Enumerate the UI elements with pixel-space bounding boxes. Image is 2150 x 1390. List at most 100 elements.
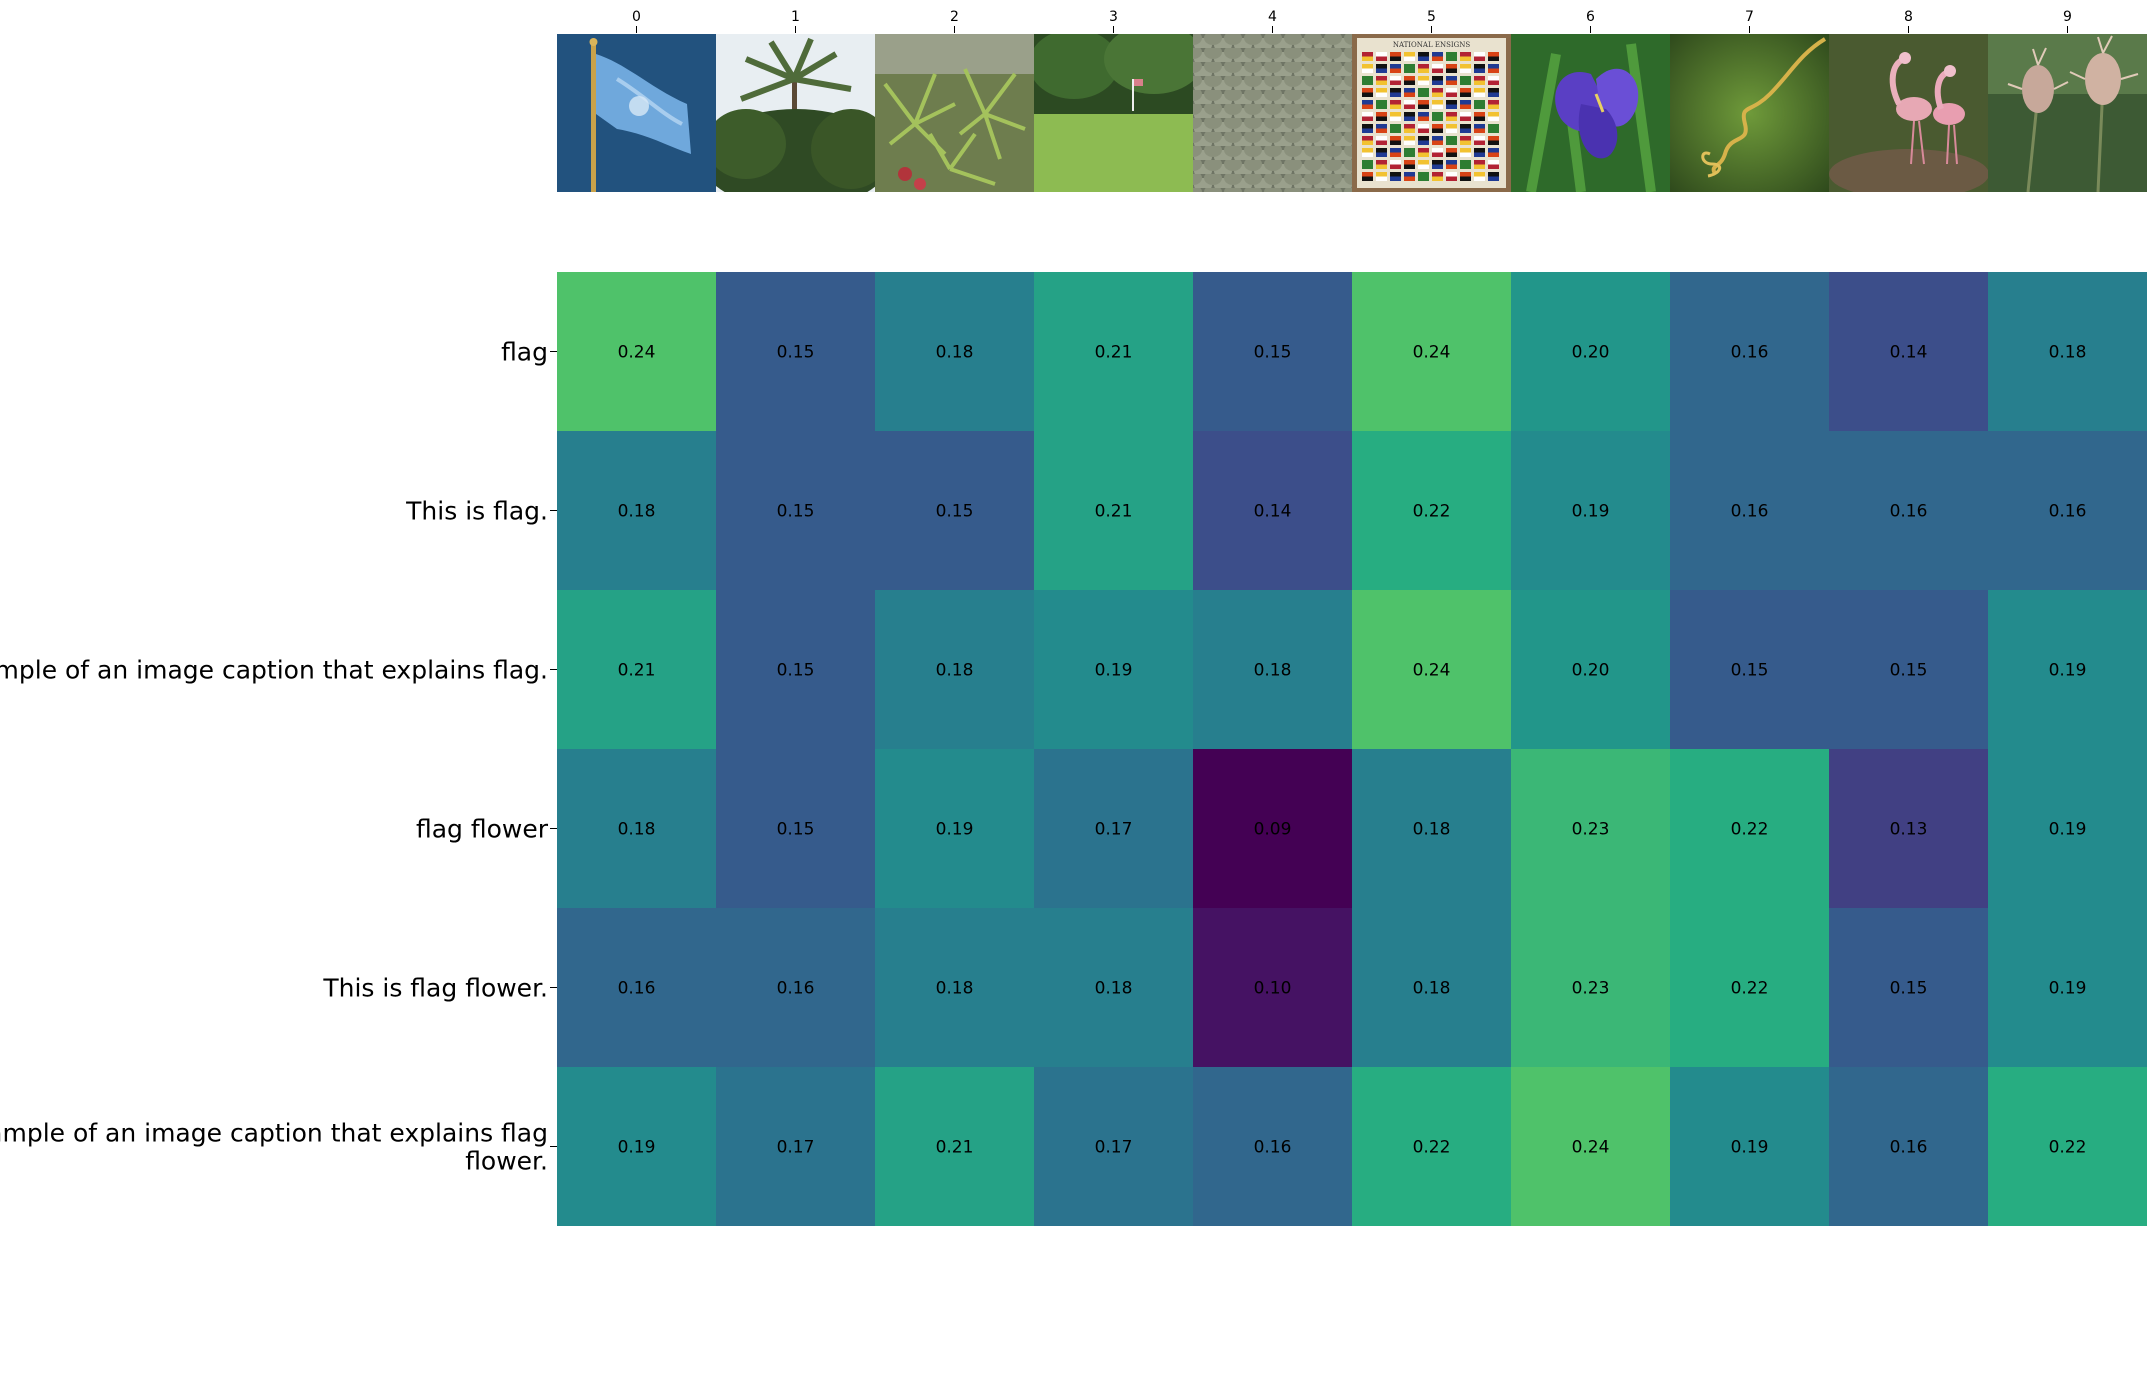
heatmap-cell xyxy=(1193,749,1352,908)
cell-value-label: 0.18 xyxy=(936,661,974,681)
heatmap-cell xyxy=(1193,431,1352,590)
heatmap-cell xyxy=(1829,272,1988,431)
cell-value-label: 0.15 xyxy=(1254,343,1292,363)
cell-value-label: 0.16 xyxy=(1890,1138,1928,1158)
cell-value-label: 0.15 xyxy=(1890,979,1928,999)
cell-value-label: 0.18 xyxy=(618,502,656,522)
heatmap-cell xyxy=(1829,1067,1988,1226)
column-image-3 xyxy=(1034,34,1193,192)
cell-value-label: 0.19 xyxy=(1095,661,1133,681)
heatmap-cell xyxy=(1034,749,1193,908)
cell-value-label: 0.18 xyxy=(1254,661,1292,681)
cell-value-label: 0.21 xyxy=(936,1138,974,1158)
heatmap-cell xyxy=(1829,908,1988,1067)
heatmap-cell xyxy=(1034,1067,1193,1226)
heatmap-cell xyxy=(1193,590,1352,749)
heatmap-cell xyxy=(1988,749,2147,908)
heatmap-cell xyxy=(1829,749,1988,908)
row-label: This is flag. xyxy=(405,497,548,526)
heatmap-cell xyxy=(875,749,1034,908)
column-tick-label: 8 xyxy=(1904,9,1913,25)
heatmap-cell xyxy=(1988,908,2147,1067)
cell-value-label: 0.15 xyxy=(1731,661,1769,681)
cell-value-label: 0.24 xyxy=(1413,661,1451,681)
column-image-5: NATIONAL ENSIGNS xyxy=(1352,34,1511,192)
column-image-4 xyxy=(1193,34,1352,192)
column-image-6 xyxy=(1511,34,1670,192)
heatmap-cell xyxy=(1670,749,1829,908)
cell-value-label: 0.16 xyxy=(1731,502,1769,522)
cell-value-label: 0.15 xyxy=(777,343,815,363)
cell-value-label: 0.20 xyxy=(1572,343,1610,363)
heatmap-cell xyxy=(1352,431,1511,590)
heatmap-cell xyxy=(1352,749,1511,908)
row-label: Example of an image caption that explain… xyxy=(0,656,548,685)
heatmap-cell xyxy=(1034,272,1193,431)
heatmap-cell xyxy=(1034,431,1193,590)
heatmap-cell xyxy=(1670,908,1829,1067)
cell-value-label: 0.15 xyxy=(777,502,815,522)
column-tick-label: 9 xyxy=(2063,9,2072,25)
heatmap-cell xyxy=(716,749,875,908)
heatmap-cell xyxy=(1511,590,1670,749)
heatmap-cell xyxy=(1511,908,1670,1067)
heatmap-cell xyxy=(875,272,1034,431)
cell-value-label: 0.22 xyxy=(1413,1138,1451,1158)
cell-value-label: 0.15 xyxy=(936,502,974,522)
cell-value-label: 0.18 xyxy=(618,820,656,840)
column-tick-label: 7 xyxy=(1745,9,1754,25)
heatmap-cell xyxy=(1670,272,1829,431)
heatmap-cell xyxy=(716,272,875,431)
heatmap-cell xyxy=(716,431,875,590)
cell-value-label: 0.18 xyxy=(1413,820,1451,840)
column-tick-label: 0 xyxy=(632,9,641,25)
cell-value-label: 0.16 xyxy=(2049,502,2087,522)
heatmap-cell xyxy=(557,1067,716,1226)
heatmap-cell xyxy=(1988,431,2147,590)
column-tick-label: 1 xyxy=(791,9,800,25)
cell-value-label: 0.24 xyxy=(1572,1138,1610,1158)
heatmap-cell xyxy=(875,1067,1034,1226)
cell-value-label: 0.18 xyxy=(1413,979,1451,999)
cell-value-label: 0.09 xyxy=(1254,820,1292,840)
cell-value-label: 0.18 xyxy=(936,343,974,363)
heatmap-cell xyxy=(1193,908,1352,1067)
cell-value-label: 0.16 xyxy=(1890,502,1928,522)
cell-value-label: 0.16 xyxy=(1731,343,1769,363)
heatmap-cell xyxy=(875,908,1034,1067)
column-tick-label: 3 xyxy=(1109,9,1118,25)
heatmap-cell xyxy=(557,749,716,908)
heatmap-cell xyxy=(1193,1067,1352,1226)
column-image-0 xyxy=(557,34,716,192)
heatmap-cell xyxy=(1352,1067,1511,1226)
cell-value-label: 0.17 xyxy=(777,1138,815,1158)
cell-value-label: 0.18 xyxy=(1095,979,1133,999)
heatmap-cell xyxy=(716,908,875,1067)
heatmap-cell xyxy=(1829,431,1988,590)
heatmap-cell xyxy=(1511,431,1670,590)
cell-value-label: 0.17 xyxy=(1095,1138,1133,1158)
cell-value-label: 0.15 xyxy=(1890,661,1928,681)
heatmap-cell xyxy=(1352,590,1511,749)
heatmap-cell xyxy=(1352,272,1511,431)
heatmap-cell xyxy=(1670,590,1829,749)
column-tick-label: 6 xyxy=(1586,9,1595,25)
cell-value-label: 0.22 xyxy=(2049,1138,2087,1158)
cell-value-label: 0.19 xyxy=(2049,661,2087,681)
row-label: flag xyxy=(501,338,548,367)
heatmap-cell xyxy=(1034,590,1193,749)
column-image-9 xyxy=(1988,34,2147,192)
cell-value-label: 0.19 xyxy=(936,820,974,840)
heatmap-cell xyxy=(716,1067,875,1226)
column-image-1 xyxy=(716,34,875,192)
cell-value-label: 0.22 xyxy=(1731,820,1769,840)
cell-value-label: 0.18 xyxy=(936,979,974,999)
column-image-2 xyxy=(875,34,1034,192)
cell-value-label: 0.22 xyxy=(1731,979,1769,999)
column-tick-label: 2 xyxy=(950,9,959,25)
cell-value-label: 0.16 xyxy=(777,979,815,999)
heatmap-cell xyxy=(1352,908,1511,1067)
cell-value-label: 0.13 xyxy=(1890,820,1928,840)
cell-value-label: 0.17 xyxy=(1095,820,1133,840)
